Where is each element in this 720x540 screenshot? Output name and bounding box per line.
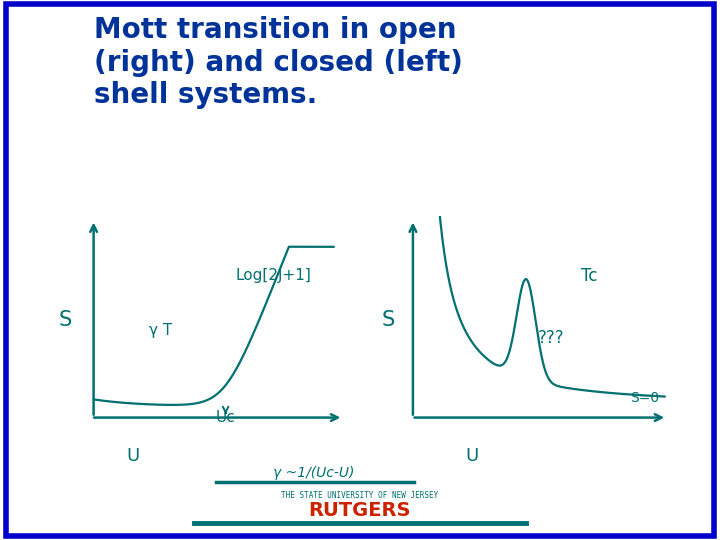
Text: U: U	[127, 447, 140, 465]
Text: Log[2J+1]: Log[2J+1]	[235, 268, 312, 284]
Text: Uc: Uc	[216, 410, 235, 425]
Text: Tc: Tc	[581, 267, 598, 285]
Text: RUTGERS: RUTGERS	[309, 501, 411, 520]
Text: γ ~1/(Uc-U): γ ~1/(Uc-U)	[272, 465, 354, 480]
Text: S=0: S=0	[630, 390, 659, 404]
Text: S: S	[58, 309, 71, 329]
Text: U: U	[465, 447, 478, 465]
Text: Mott transition in open
(right) and closed (left)
shell systems.: Mott transition in open (right) and clos…	[94, 16, 462, 109]
Text: ???: ???	[538, 329, 564, 347]
Text: γ T: γ T	[149, 323, 172, 338]
Text: THE STATE UNIVERSITY OF NEW JERSEY: THE STATE UNIVERSITY OF NEW JERSEY	[282, 491, 438, 500]
Text: S: S	[381, 309, 395, 329]
